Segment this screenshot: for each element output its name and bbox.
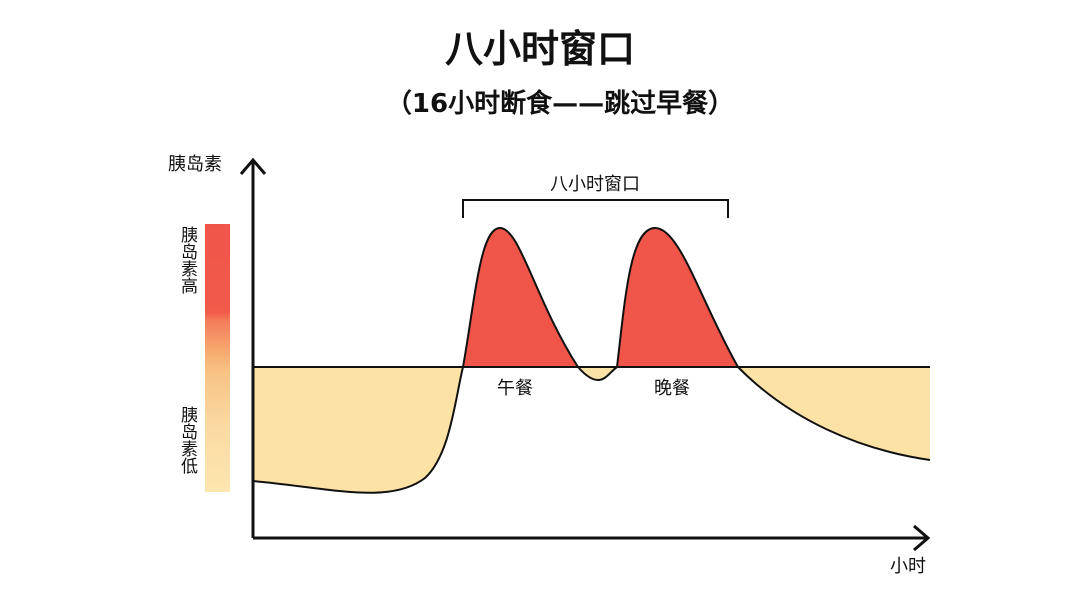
window-label: 八小时窗口	[550, 174, 640, 195]
legend-low: 胰岛素低	[177, 406, 198, 474]
y-axis-label: 胰岛素	[168, 154, 222, 175]
subtitle: （16小时断食——跳过早餐）	[386, 88, 734, 119]
legend-high: 胰岛素高	[177, 226, 198, 295]
insulin-curve	[252, 226, 931, 494]
lunch-label: 午餐	[497, 378, 533, 399]
dinner-label: 晚餐	[654, 378, 690, 399]
axes	[239, 157, 931, 552]
x-axis-label: 小时	[890, 556, 926, 577]
title: 八小时窗口	[445, 27, 635, 71]
window-bracket	[462, 199, 729, 218]
legend-bar	[205, 224, 230, 492]
